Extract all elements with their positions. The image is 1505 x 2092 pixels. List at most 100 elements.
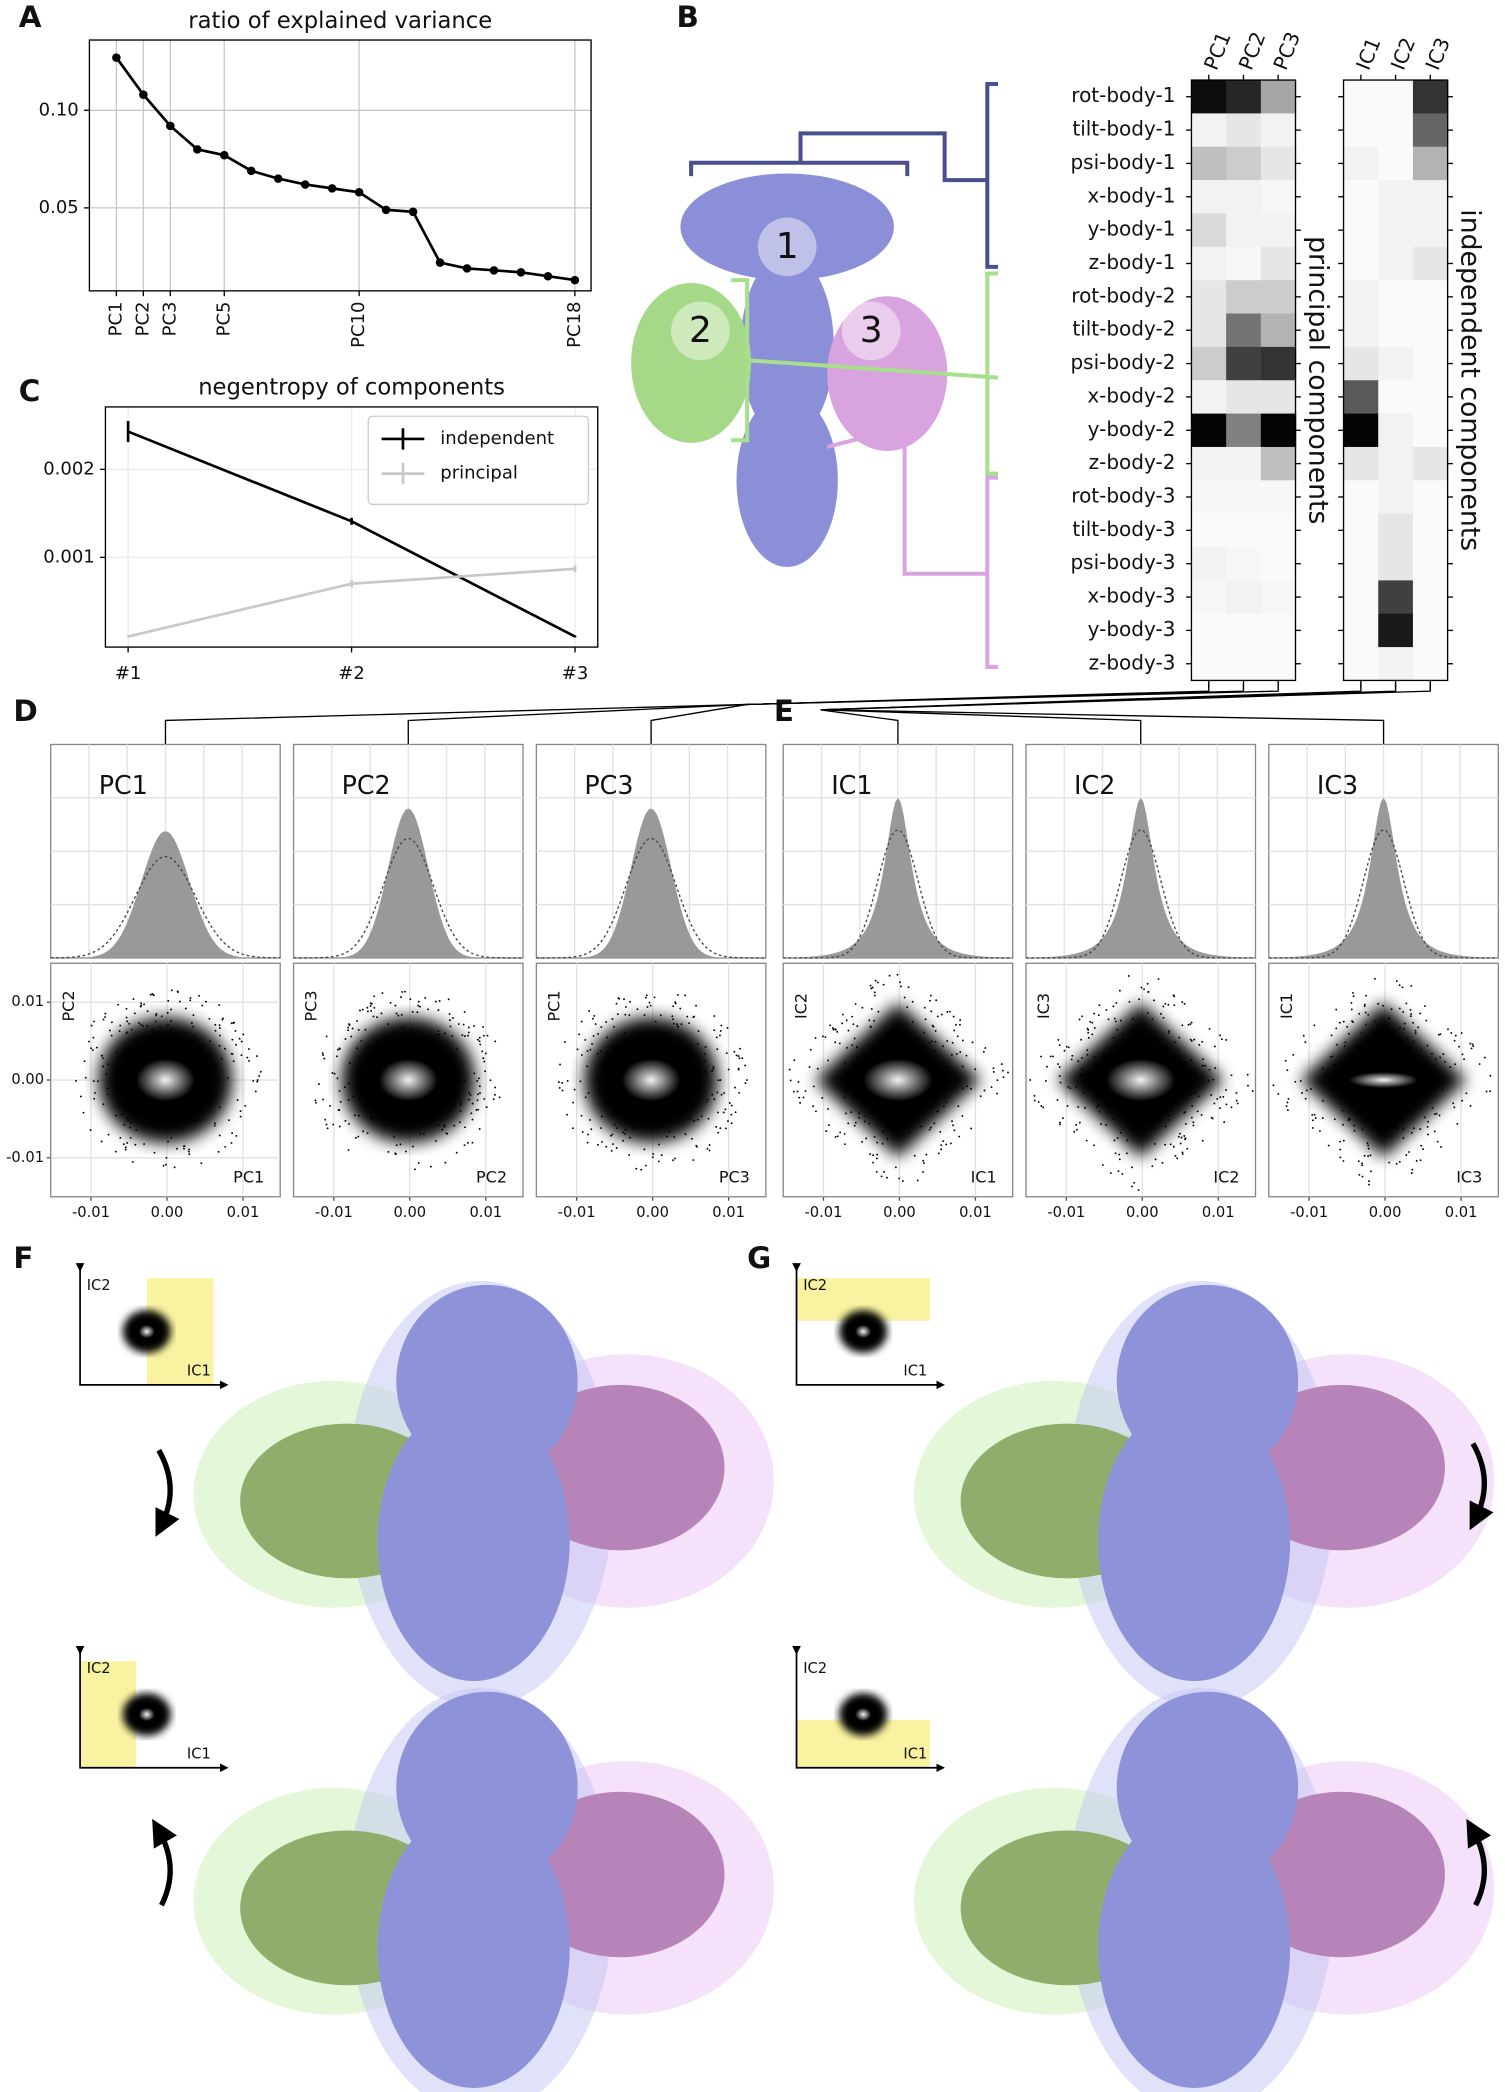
point <box>300 180 310 189</box>
panel-title: IC2 <box>1074 770 1115 800</box>
point <box>166 121 175 131</box>
scatter-dot <box>853 1037 856 1040</box>
scatter-dot <box>128 1022 131 1025</box>
scatter-dot <box>467 1031 470 1034</box>
scatter-dot <box>110 1034 113 1037</box>
scatter-dot <box>1350 1008 1353 1011</box>
scatter-dot <box>1063 1049 1066 1052</box>
scatter-dot <box>671 1015 674 1018</box>
scatter-dot <box>557 1081 560 1084</box>
scatter-dot <box>347 1149 350 1151</box>
scatter-dot <box>419 1005 421 1008</box>
scatter-dot <box>745 1079 748 1081</box>
scatter-dot <box>1225 1089 1227 1091</box>
heatmap-cell <box>1412 580 1449 615</box>
scatter-dot <box>956 1035 959 1038</box>
scatter-dot <box>1093 1144 1095 1147</box>
scatter-highlight <box>1106 1058 1176 1102</box>
scatter-dot <box>708 1149 711 1152</box>
x-tick-label: -0.01 <box>558 1204 596 1221</box>
x-tick-label: #3 <box>562 663 589 684</box>
row-label: tilt-body-1 <box>1072 117 1175 141</box>
scatter-dot <box>394 1004 397 1007</box>
scatter-dot <box>799 1102 802 1104</box>
inset-xlabel: IC1 <box>903 1745 927 1762</box>
scatter-dot <box>1367 1147 1370 1150</box>
scatter-dot <box>1286 1069 1289 1072</box>
scatter-dot <box>242 1033 245 1036</box>
scatter-dot <box>836 1030 839 1033</box>
scatter-dot <box>1098 1004 1101 1007</box>
heatmap-cell <box>1260 513 1297 548</box>
scatter-dot <box>877 1010 880 1013</box>
scatter-dot <box>645 1164 647 1167</box>
scatter-highlight <box>1348 1072 1419 1089</box>
scatter-dot <box>1178 1036 1181 1039</box>
scatter-dot <box>741 1057 744 1060</box>
scatter-dot <box>119 1024 122 1027</box>
heatmap-cell <box>1378 446 1414 481</box>
scatter-dot <box>1075 1128 1078 1131</box>
scatter-dot <box>589 1048 592 1051</box>
scatter-dot <box>494 1093 496 1096</box>
heatmap-cell <box>1226 647 1262 682</box>
scatter-dot <box>464 1035 466 1037</box>
scatter-dot <box>584 1038 587 1041</box>
scatter-dot <box>188 1148 191 1151</box>
scatter-dot <box>1125 1152 1128 1155</box>
scatter-dot <box>1201 1040 1204 1043</box>
x-tick-label: 0.01 <box>1445 1204 1478 1221</box>
scatter-dot <box>1410 1172 1413 1174</box>
scatter-dot <box>1358 1173 1361 1176</box>
scatter-dot <box>715 1125 718 1128</box>
scatter-dot <box>417 1000 420 1003</box>
scatter-dot <box>324 1118 327 1121</box>
scatter-dot <box>1114 1020 1117 1023</box>
scatter-dot <box>869 1153 872 1156</box>
scatter-dot <box>153 1151 156 1154</box>
scatter-dot <box>1405 1154 1408 1156</box>
scatter-dot <box>1456 1122 1459 1125</box>
rotation-arrow <box>1466 1818 1492 1907</box>
scatter-dot <box>389 1001 392 1004</box>
heatmap-cell <box>1191 80 1227 115</box>
point <box>193 145 202 154</box>
scatter-dot <box>719 1127 722 1130</box>
scatter-dot <box>1201 1139 1204 1142</box>
scatter-dot <box>114 1150 117 1153</box>
heatmap-cell <box>1343 180 1379 215</box>
scatter-dot <box>1425 1019 1428 1022</box>
scatter-dot <box>117 1003 120 1006</box>
scatter-dot <box>1118 1153 1121 1156</box>
scatter-dot <box>338 1047 341 1050</box>
scatter-dot <box>416 1011 419 1014</box>
scatter-dot <box>580 1054 583 1056</box>
scatter-dot <box>644 996 647 999</box>
heatmap-cell <box>1226 580 1262 615</box>
scatter-dot <box>1395 1162 1398 1165</box>
scatter-dot <box>737 1055 740 1058</box>
scatter-dot <box>93 1097 96 1100</box>
scatter-dot <box>1138 998 1141 1001</box>
scatter-dot <box>936 1015 939 1018</box>
heatmap-cell <box>1191 280 1227 315</box>
scatter-dot <box>696 1145 698 1148</box>
scatter-dot <box>872 1154 875 1157</box>
scatter-dot <box>1177 1135 1180 1138</box>
scatter-dot <box>82 1111 85 1114</box>
scatter-dot <box>651 1156 654 1159</box>
rendering <box>193 1687 774 2092</box>
scatter-dot <box>1162 1005 1165 1008</box>
scatter-dot <box>628 1014 631 1017</box>
scatter-dot <box>100 1140 103 1143</box>
scatter-dot <box>1225 1103 1228 1106</box>
domain-1 <box>1098 1807 1291 2088</box>
scatter-dot <box>235 1134 238 1137</box>
scatter-dot <box>797 1081 800 1083</box>
scatter-dot <box>580 1114 583 1117</box>
heatmap-cell <box>1191 113 1227 148</box>
scatter-dot <box>192 1014 195 1017</box>
body-blob <box>631 282 752 443</box>
scatter-dot <box>684 994 687 997</box>
scatter-dot <box>1230 1074 1233 1077</box>
